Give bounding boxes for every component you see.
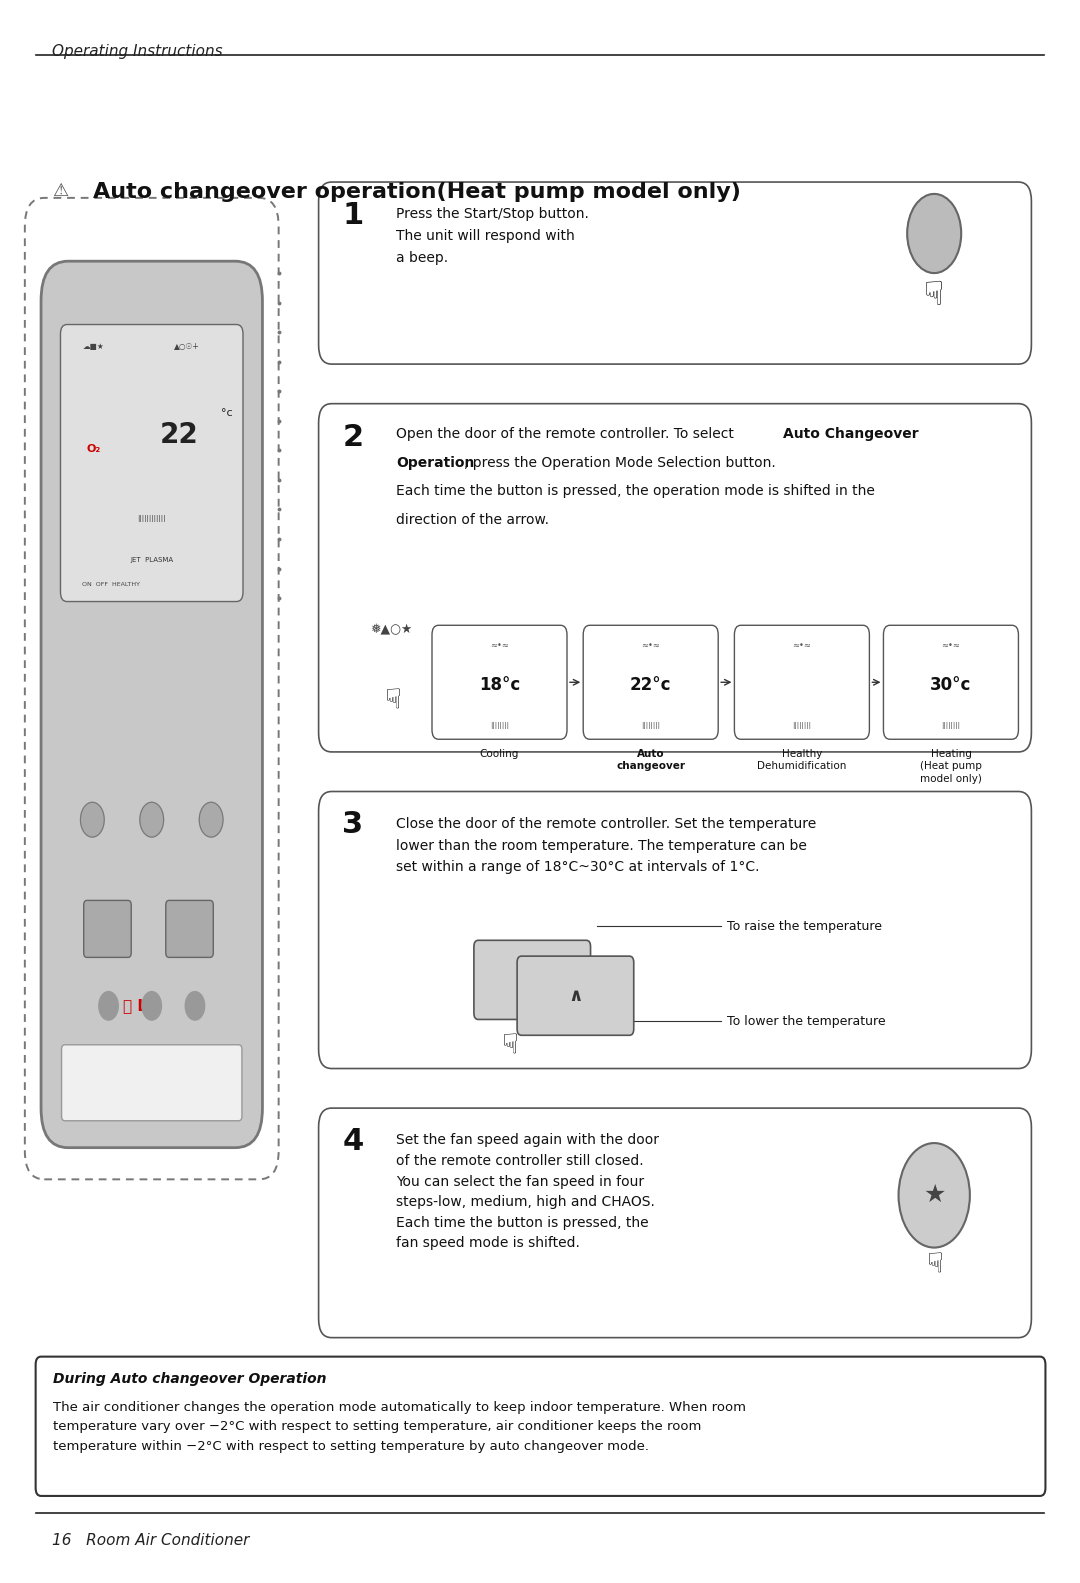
FancyBboxPatch shape <box>319 404 1031 752</box>
Text: ∧: ∧ <box>187 921 199 937</box>
FancyBboxPatch shape <box>166 901 214 958</box>
Text: Operating Instructions: Operating Instructions <box>52 44 222 59</box>
FancyBboxPatch shape <box>319 1108 1031 1338</box>
Text: 22: 22 <box>160 421 199 450</box>
FancyBboxPatch shape <box>734 625 869 739</box>
FancyBboxPatch shape <box>432 625 567 739</box>
Text: ≈•≈: ≈•≈ <box>490 641 509 651</box>
FancyBboxPatch shape <box>474 940 591 1019</box>
Text: ON  OFF  HEALTHY: ON OFF HEALTHY <box>82 583 140 587</box>
Text: ∨: ∨ <box>105 921 117 937</box>
Text: °c: °c <box>221 408 232 418</box>
Text: ▲○☉+: ▲○☉+ <box>174 342 200 351</box>
Text: Close the door of the remote controller. Set the temperature
lower than the room: Close the door of the remote controller.… <box>396 817 816 874</box>
FancyBboxPatch shape <box>62 1045 242 1121</box>
Text: direction of the arrow.: direction of the arrow. <box>396 513 550 527</box>
FancyBboxPatch shape <box>319 792 1031 1069</box>
Text: ||||||||: |||||||| <box>793 722 811 730</box>
Text: Press the Start/Stop button.
The unit will respond with
a beep.: Press the Start/Stop button. The unit wi… <box>396 207 590 264</box>
Text: Auto Changeover: Auto Changeover <box>783 427 919 442</box>
Text: ☞: ☞ <box>917 1251 945 1276</box>
Text: Cooling: Cooling <box>480 749 519 758</box>
Text: ∨: ∨ <box>525 970 540 989</box>
FancyBboxPatch shape <box>583 625 718 739</box>
FancyBboxPatch shape <box>60 325 243 602</box>
Circle shape <box>141 991 162 1019</box>
Text: ☞: ☞ <box>375 687 403 712</box>
Text: 18°c: 18°c <box>478 676 521 693</box>
Text: 16   Room Air Conditioner: 16 Room Air Conditioner <box>52 1534 249 1548</box>
Circle shape <box>186 991 205 1019</box>
FancyBboxPatch shape <box>319 182 1031 364</box>
Text: 3: 3 <box>342 810 364 839</box>
Text: During Auto changeover Operation: During Auto changeover Operation <box>53 1372 326 1387</box>
Text: ≈•≈: ≈•≈ <box>942 641 960 651</box>
Text: Auto
changeover: Auto changeover <box>617 749 685 771</box>
Text: Healthy
Dehumidification: Healthy Dehumidification <box>757 749 847 771</box>
Text: ☞: ☞ <box>913 280 945 309</box>
Text: 4: 4 <box>342 1127 364 1156</box>
Text: 1: 1 <box>342 201 364 230</box>
Text: ☞: ☞ <box>491 1032 519 1057</box>
Text: Open the door of the remote controller. To select: Open the door of the remote controller. … <box>396 427 739 442</box>
Circle shape <box>80 803 104 837</box>
Text: ≈•≈: ≈•≈ <box>793 641 811 651</box>
Text: 2: 2 <box>342 423 364 451</box>
Text: , press the Operation Mode Selection button.: , press the Operation Mode Selection but… <box>464 456 777 470</box>
Text: To lower the temperature: To lower the temperature <box>727 1015 886 1027</box>
Circle shape <box>899 1143 970 1247</box>
Text: ||||||||||||: |||||||||||| <box>137 514 166 522</box>
FancyBboxPatch shape <box>41 261 262 1148</box>
Circle shape <box>199 803 222 837</box>
Text: ≈•≈: ≈•≈ <box>642 641 660 651</box>
Text: Operation: Operation <box>396 456 475 470</box>
Text: Auto changeover operation(Heat pump model only): Auto changeover operation(Heat pump mode… <box>93 182 741 203</box>
FancyBboxPatch shape <box>83 901 131 958</box>
FancyBboxPatch shape <box>517 956 634 1035</box>
Text: 30°c: 30°c <box>930 676 972 693</box>
Circle shape <box>907 193 961 272</box>
Text: ||||||||: |||||||| <box>942 722 960 730</box>
Circle shape <box>98 991 118 1019</box>
Text: ∧: ∧ <box>568 986 583 1005</box>
Text: To raise the temperature: To raise the temperature <box>727 920 881 932</box>
Text: ★: ★ <box>923 1184 945 1208</box>
Text: ☁■★: ☁■★ <box>82 342 104 351</box>
Text: O₂: O₂ <box>86 445 100 454</box>
Text: ||||||||: |||||||| <box>642 722 660 730</box>
Text: ||||||||: |||||||| <box>490 722 509 730</box>
Text: ❅▲○★: ❅▲○★ <box>370 624 413 636</box>
Text: I: I <box>932 226 936 241</box>
Text: Set the fan speed again with the door
of the remote controller still closed.
You: Set the fan speed again with the door of… <box>396 1133 660 1251</box>
FancyBboxPatch shape <box>36 1357 1045 1496</box>
Text: ⚠: ⚠ <box>52 182 68 199</box>
FancyBboxPatch shape <box>883 625 1018 739</box>
Text: Ⓛ LG: Ⓛ LG <box>123 997 159 1013</box>
Text: JET  PLASMA: JET PLASMA <box>131 557 173 564</box>
Text: The air conditioner changes the operation mode automatically to keep indoor temp: The air conditioner changes the operatio… <box>53 1401 746 1453</box>
Text: 22°c: 22°c <box>630 676 672 693</box>
Text: Heating
(Heat pump
model only): Heating (Heat pump model only) <box>920 749 982 784</box>
Text: Each time the button is pressed, the operation mode is shifted in the: Each time the button is pressed, the ope… <box>396 484 875 499</box>
Circle shape <box>140 803 164 837</box>
